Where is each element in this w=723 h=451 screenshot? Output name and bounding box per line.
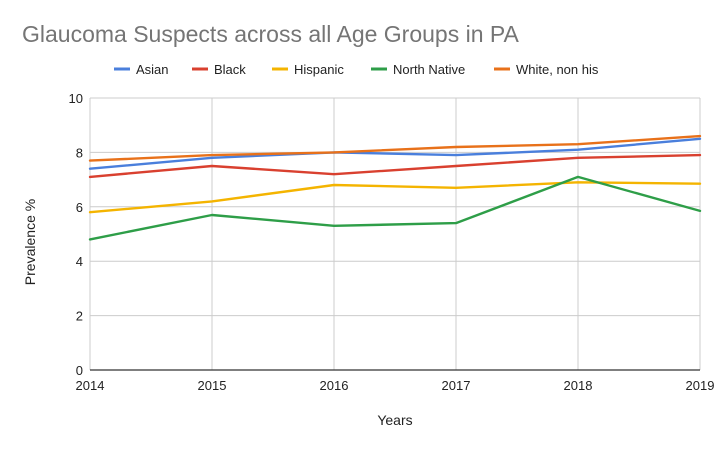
- x-tick-label: 2017: [442, 378, 471, 393]
- gridlines: [89, 97, 701, 370]
- x-tick-labels: 2014 2015 2016 2017 2018 2019: [76, 378, 715, 393]
- x-tick-label: 2014: [76, 378, 105, 393]
- y-tick-label: 2: [76, 309, 83, 324]
- series-line-north-native[interactable]: [88, 175, 702, 241]
- y-tick-label: 0: [76, 363, 83, 378]
- legend-label-black: Black: [214, 62, 246, 77]
- y-tick-label: 4: [76, 254, 83, 269]
- y-tick-label: 6: [76, 200, 83, 215]
- legend-item-north-native[interactable]: North Native: [371, 62, 465, 77]
- x-axis-label: Years: [377, 412, 412, 428]
- legend-item-asian[interactable]: Asian: [114, 62, 169, 77]
- series-line-hispanic[interactable]: [88, 181, 702, 214]
- y-tick-label: 10: [69, 91, 83, 106]
- series-line-black[interactable]: [88, 153, 702, 179]
- series-lines: [88, 134, 702, 241]
- x-tick-label: 2018: [564, 378, 593, 393]
- legend-item-black[interactable]: Black: [192, 62, 246, 77]
- y-tick-labels: 0 2 4 6 8 10: [69, 91, 83, 378]
- series-line-white-non-his[interactable]: [88, 134, 702, 162]
- y-tick-label: 8: [76, 145, 83, 160]
- legend-item-hispanic[interactable]: Hispanic: [272, 62, 344, 77]
- legend-label-north-native: North Native: [393, 62, 465, 77]
- chart-title: Glaucoma Suspects across all Age Groups …: [22, 21, 520, 47]
- x-tick-label: 2016: [320, 378, 349, 393]
- x-tick-label: 2019: [686, 378, 715, 393]
- legend: Asian Black Hispanic North Native White,…: [114, 62, 599, 77]
- legend-label-asian: Asian: [136, 62, 169, 77]
- x-tick-label: 2015: [198, 378, 227, 393]
- legend-label-hispanic: Hispanic: [294, 62, 344, 77]
- legend-item-white-non-his[interactable]: White, non his: [494, 62, 599, 77]
- legend-label-white-non-his: White, non his: [516, 62, 599, 77]
- series-line-asian[interactable]: [88, 137, 702, 170]
- y-axis-label: Prevalence %: [22, 199, 38, 285]
